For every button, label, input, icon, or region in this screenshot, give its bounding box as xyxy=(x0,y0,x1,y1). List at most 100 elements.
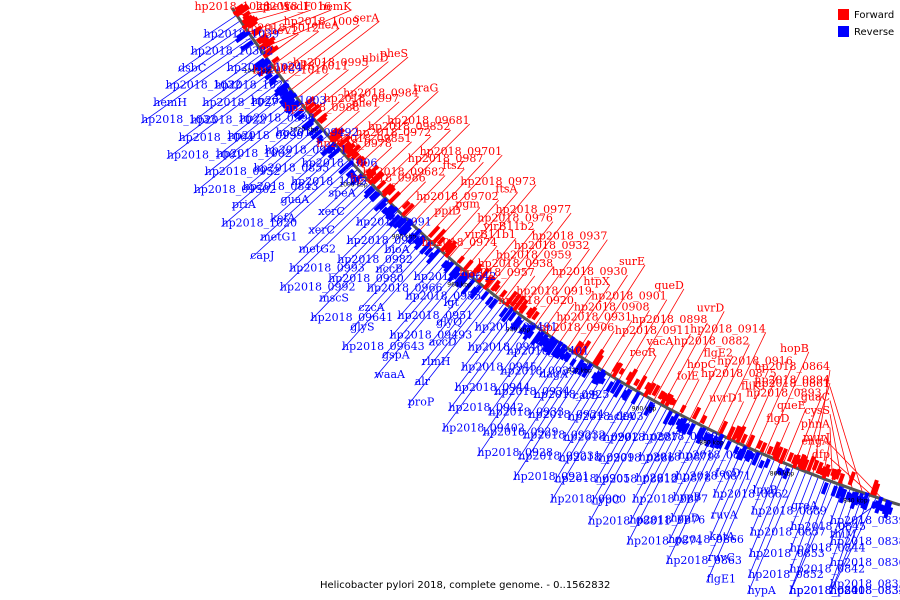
gene-label: hp2018_0930 xyxy=(552,265,628,278)
tick-label: 880 kbp xyxy=(699,440,724,447)
label-connector xyxy=(594,395,645,483)
gene-label: hemH xyxy=(153,96,187,109)
reverse-gene-block xyxy=(284,99,300,114)
label-connector xyxy=(829,414,843,486)
reverse-gene-block xyxy=(647,403,656,414)
label-connector xyxy=(310,219,408,322)
gene-label: hp2018_0898 xyxy=(632,313,708,326)
gene-label: hp2018_0945 xyxy=(461,361,537,374)
label-connector xyxy=(632,413,680,503)
gene-label: hp2018_0942 xyxy=(448,401,524,414)
forward-gene-block xyxy=(328,127,342,140)
reverse-gene-block xyxy=(235,30,247,40)
gene-label: hp2018_1032 xyxy=(166,79,242,92)
forward-gene-block xyxy=(329,127,346,143)
reverse-gene-block xyxy=(378,201,388,211)
label-connector xyxy=(829,492,864,588)
gene-label: nccB xyxy=(376,262,404,275)
forward-gene-block xyxy=(484,275,493,284)
forward-gene-block xyxy=(386,186,396,196)
reverse-gene-block xyxy=(253,57,270,71)
reverse-gene-block xyxy=(860,492,870,509)
reverse-gene-block xyxy=(406,228,422,245)
forward-gene-block xyxy=(633,378,641,387)
reverse-gene-block xyxy=(838,488,848,504)
label-connector xyxy=(290,21,380,91)
reverse-gene-block xyxy=(751,451,761,466)
gene-label: hp2018_0875 xyxy=(701,367,777,380)
label-connector xyxy=(749,461,782,536)
gene-label: hp2018_0887 xyxy=(603,431,679,444)
reverse-gene-block xyxy=(522,324,536,341)
forward-gene-block xyxy=(492,283,501,292)
reverse-gene-block xyxy=(256,59,272,72)
forward-gene-block xyxy=(526,306,538,319)
forward-gene-block xyxy=(476,267,491,284)
gene-label: hp2018_0933 xyxy=(489,405,565,418)
forward-gene-block xyxy=(670,398,677,406)
gene-label: hp2018_0948 xyxy=(468,341,544,354)
forward-gene-block xyxy=(512,295,526,312)
gene-label: hp2018_0872 xyxy=(678,449,754,462)
label-connector xyxy=(709,448,751,540)
gene-label: dfp xyxy=(812,448,830,461)
gene-label: hp2018_0853 xyxy=(749,547,825,560)
reverse-gene-block xyxy=(695,427,707,445)
forward-gene-block xyxy=(463,259,474,271)
forward-gene-block xyxy=(578,340,592,356)
gene-label: hp2018_09852 xyxy=(368,120,451,133)
forward-gene-block xyxy=(443,241,454,252)
gene-label: lpxB xyxy=(753,483,778,496)
label-connector xyxy=(362,146,393,175)
label-connector xyxy=(250,79,283,105)
gene-label: hp2018_0955 xyxy=(406,289,482,302)
gene-label: hp2018_0879 xyxy=(639,451,715,464)
gene-label: hp2018_0874 xyxy=(627,535,703,548)
label-connector xyxy=(308,178,367,234)
gene-label: hopB xyxy=(780,342,809,355)
forward-gene-block xyxy=(872,482,881,496)
legend-reverse-label: Reverse xyxy=(854,27,894,38)
gene-label: phnA xyxy=(801,418,831,431)
label-connector xyxy=(221,135,329,227)
gene-label: hp2018_0839 xyxy=(830,514,900,527)
reverse-gene-block xyxy=(856,492,864,505)
gene-label: hp2018_09851 xyxy=(329,132,412,145)
gene-label: hp2018_0992 xyxy=(280,280,356,293)
gene-label: hp2018_0924 xyxy=(528,408,604,421)
gene-label: hp2018_0905 xyxy=(555,472,631,485)
label-connector xyxy=(349,241,432,331)
gene-label: hp2018_09702 xyxy=(416,190,499,203)
reverse-gene-block xyxy=(426,248,441,265)
forward-gene-block xyxy=(376,179,387,190)
gene-label: hp2018_0855 xyxy=(254,162,330,175)
gene-label: hp2018_09493 xyxy=(390,329,473,342)
gene-label: hp2018_1009 xyxy=(284,15,360,28)
label-connector xyxy=(575,274,628,355)
forward-gene-block xyxy=(311,108,323,118)
label-connector xyxy=(559,294,593,343)
gene-label: hp2018_0951 xyxy=(398,309,474,322)
reverse-gene-block xyxy=(264,72,273,81)
reverse-gene-block xyxy=(268,73,280,84)
label-connector xyxy=(166,74,280,160)
reverse-gene-block xyxy=(596,371,607,385)
forward-gene-block xyxy=(774,446,784,462)
label-connector xyxy=(165,31,249,89)
gene-label: hp2018_0937 xyxy=(532,230,608,243)
gene-label: hp2018_0866 xyxy=(668,533,744,546)
reverse-gene-block xyxy=(281,89,290,98)
reverse-gene-block xyxy=(363,185,374,196)
label-connector xyxy=(662,322,708,406)
tick-label: 1020 kbp xyxy=(290,126,318,133)
reverse-gene-block xyxy=(782,467,791,480)
reverse-gene-block xyxy=(541,336,550,347)
forward-gene-block xyxy=(345,147,355,156)
coordinate-ticks: 1040 kbp 1020 kbp 1000 kbp 980 kbp 960 kbp 94… xyxy=(244,68,868,505)
forward-gene-block xyxy=(432,228,447,244)
tick-label: 900 kbp xyxy=(632,405,657,412)
gene-label: hp2018_0863 xyxy=(666,554,742,567)
reverse-gene-block xyxy=(442,260,452,270)
reverse-gene-block xyxy=(544,338,557,354)
reverse-gene-block xyxy=(681,422,691,435)
